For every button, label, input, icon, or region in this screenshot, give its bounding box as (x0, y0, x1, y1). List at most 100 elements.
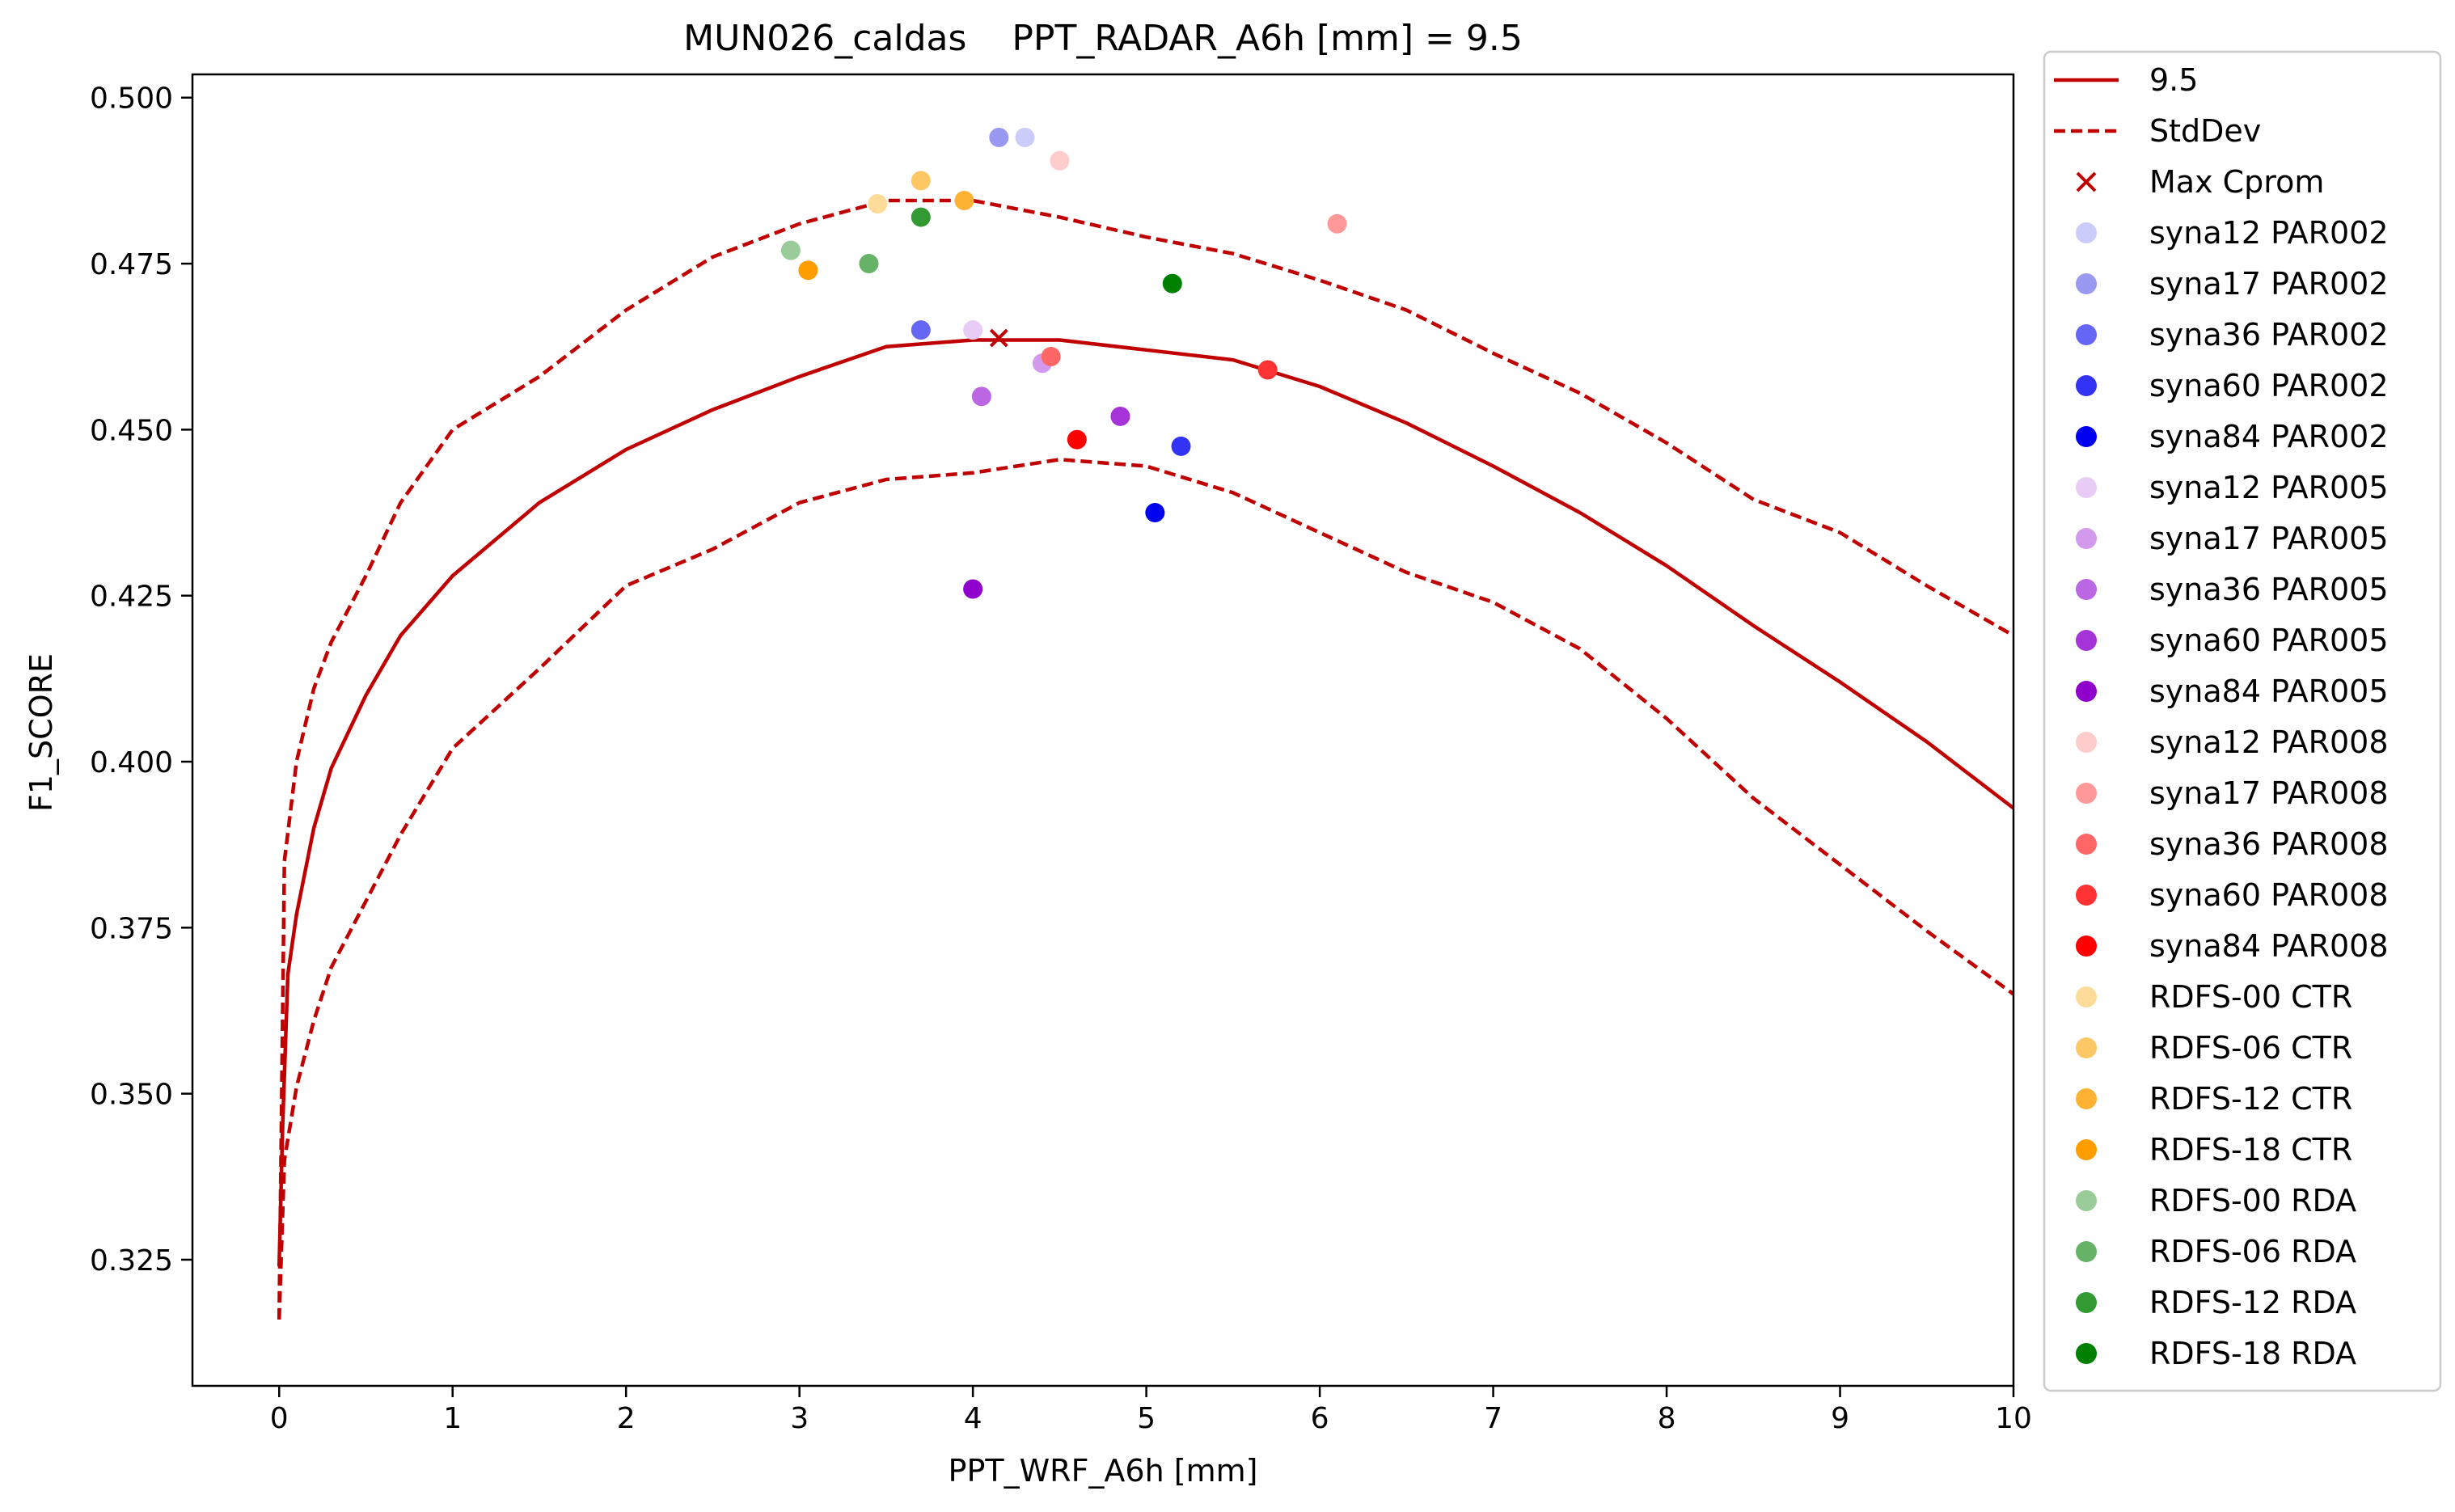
y-tick-label: 0.400 (90, 746, 173, 779)
legend-label: syna12 PAR005 (2149, 470, 2389, 505)
y-axis-label: F1_SCORE (23, 653, 59, 812)
legend-dot-swatch (2076, 885, 2097, 906)
legend-dot-swatch (2076, 1139, 2097, 1160)
chart-title: MUN026_caldas PPT_RADAR_A6h [mm] = 9.5 (683, 18, 1523, 59)
y-tick-label: 0.475 (90, 248, 173, 281)
x-tick-label: 3 (790, 1402, 809, 1435)
legend-dot-swatch (2076, 1292, 2097, 1313)
legend-item: RDFS-12 RDA (2076, 1285, 2356, 1320)
legend-item: RDFS-06 CTR (2076, 1030, 2352, 1066)
x-tick-label: 6 (1311, 1402, 1329, 1435)
legend-item: syna84 PAR005 (2076, 674, 2389, 709)
scatter-point (911, 320, 931, 340)
legend-item: syna12 PAR002 (2076, 215, 2389, 251)
legend-dot-swatch (2076, 426, 2097, 447)
x-tick-label: 9 (1831, 1402, 1849, 1435)
legend-label: RDFS-00 RDA (2149, 1183, 2356, 1218)
scatter-point (780, 240, 801, 260)
legend-label: RDFS-06 RDA (2149, 1234, 2356, 1269)
legend-dot-swatch (2076, 986, 2097, 1007)
scatter-points (780, 128, 1347, 599)
legend-label: RDFS-00 CTR (2149, 979, 2352, 1015)
legend-label: RDFS-18 CTR (2149, 1132, 2352, 1168)
x-tick-label: 0 (270, 1402, 289, 1435)
x-tick-label: 1 (443, 1402, 462, 1435)
scatter-point (1067, 429, 1087, 450)
legend-item: syna60 PAR002 (2076, 368, 2389, 403)
legend-dot-swatch (2076, 732, 2097, 753)
legend-item: RDFS-18 RDA (2076, 1336, 2356, 1371)
legend-label: RDFS-12 RDA (2149, 1285, 2356, 1320)
legend-dot-swatch (2076, 375, 2097, 396)
legend-label: syna12 PAR008 (2149, 724, 2389, 760)
legend-label: syna60 PAR002 (2149, 368, 2389, 403)
y-tick-label: 0.325 (90, 1244, 173, 1278)
scatter-point (963, 579, 983, 599)
scatter-point (1327, 213, 1347, 234)
plot-frame (191, 73, 2015, 1387)
legend-dot-swatch (2076, 783, 2097, 804)
legend-item: syna84 PAR008 (2076, 928, 2389, 964)
y-tick-label: 0.350 (90, 1079, 173, 1112)
y-tick-label: 0.425 (90, 581, 173, 614)
legend-item: RDFS-00 RDA (2076, 1183, 2356, 1218)
legend-label: RDFS-06 CTR (2149, 1030, 2352, 1066)
legend-dot-swatch (2076, 630, 2097, 651)
legend-label: RDFS-18 RDA (2149, 1336, 2356, 1371)
legend-item: syna60 PAR008 (2076, 877, 2389, 913)
legend-item: RDFS-12 CTR (2076, 1081, 2352, 1117)
max-cprom-marker (989, 328, 1008, 348)
legend-dot-swatch (2076, 222, 2097, 243)
legend-dot-swatch (2076, 1037, 2097, 1058)
legend-dot-swatch (2076, 935, 2097, 957)
series-lines (277, 198, 2015, 1320)
legend-frame (2043, 50, 2442, 1392)
legend-item: syna84 PAR002 (2076, 419, 2389, 454)
legend-dot-swatch (2076, 579, 2097, 600)
legend-label: RDFS-12 CTR (2149, 1081, 2352, 1117)
legend-item: syna17 PAR005 (2076, 521, 2389, 556)
legend-label: syna36 PAR002 (2149, 317, 2389, 353)
legend-label: syna17 PAR002 (2149, 266, 2389, 302)
legend-item: syna12 PAR005 (2076, 470, 2389, 505)
legend-dot-swatch (2076, 528, 2097, 549)
legend-item: syna36 PAR002 (2076, 317, 2389, 353)
legend-label: StdDev (2149, 113, 2261, 149)
legend-item: syna17 PAR002 (2076, 266, 2389, 302)
scatter-point (971, 386, 991, 407)
axis-ticks: 0 1 2 3 4 5 6 7 8 9 10 0.325 0.350 0.375 0.400 0.425 0.4… (90, 82, 2032, 1435)
legend-label: syna36 PAR005 (2149, 572, 2389, 607)
x-tick-label: 4 (964, 1402, 982, 1435)
scatter-point (963, 320, 983, 340)
scatter-point (1162, 273, 1182, 294)
legend-item: StdDev (2054, 113, 2261, 149)
scatter-point (1015, 128, 1035, 148)
legend-item: syna36 PAR008 (2076, 826, 2389, 862)
y-tick-label: 0.450 (90, 414, 173, 447)
legend-label: syna84 PAR002 (2149, 419, 2389, 454)
scatter-point (1257, 360, 1278, 380)
legend-dot-swatch (2076, 273, 2097, 294)
x-tick-label: 5 (1137, 1402, 1156, 1435)
legend-item: syna12 PAR008 (2076, 724, 2389, 760)
legend-dot-swatch (2076, 681, 2097, 702)
x-axis-label: PPT_WRF_A6h [mm] (949, 1453, 1258, 1489)
y-tick-label: 0.500 (90, 82, 173, 116)
legend-label: syna17 PAR005 (2149, 521, 2389, 556)
x-tick-label: 7 (1484, 1402, 1502, 1435)
legend-label: syna60 PAR008 (2149, 877, 2389, 913)
legend-dot-swatch (2076, 1088, 2097, 1109)
legend-item: syna17 PAR008 (2076, 775, 2389, 811)
legend-label: syna60 PAR005 (2149, 623, 2389, 658)
legend-label: Max Cprom (2149, 164, 2324, 200)
scatter-point (859, 254, 879, 274)
legend-item: RDFS-06 RDA (2076, 1234, 2356, 1269)
f1-score-line (277, 338, 2015, 1267)
scatter-point (1050, 150, 1070, 171)
scatter-point (1110, 406, 1130, 426)
legend: 9.5 StdDev Max Cprom syna12 PAR002 syna17 PA… (2043, 50, 2442, 1392)
scatter-point (911, 171, 931, 191)
legend-label: syna84 PAR005 (2149, 674, 2389, 709)
stddev-lower-line (277, 458, 2015, 1320)
x-tick-label: 2 (617, 1402, 636, 1435)
